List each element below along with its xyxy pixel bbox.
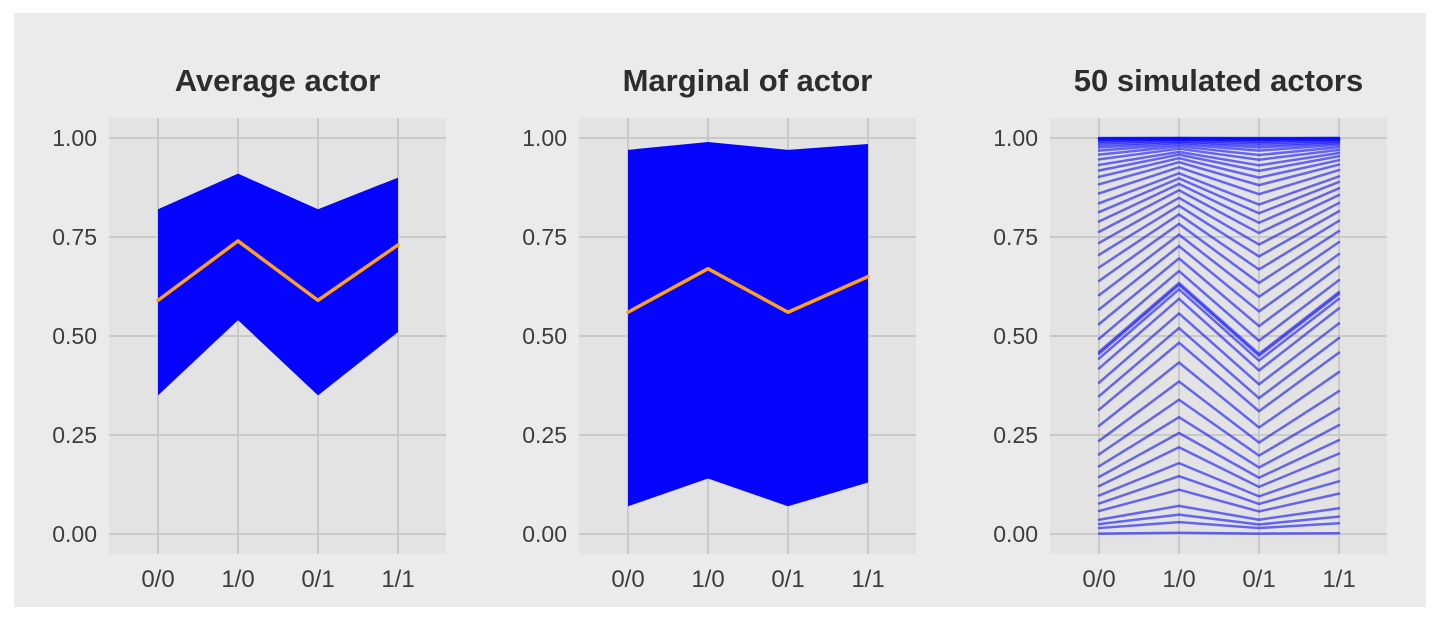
marginal-of-actor-plot: 1.00 0.75 0.50 0.25 0.00 0/0 1/0 0/1 1/1	[522, 118, 916, 593]
simulated-actor-line	[1097, 269, 1341, 343]
simulated-actor-line	[1097, 431, 1341, 480]
panel-marginal-of-actor: Marginal of actor 1.00 0.75 0.50 0.25 0.00 0/…	[495, 53, 945, 613]
average-actor-plot: 1.00 0.75 0.50 0.25 0.00 0/0 1/0 0/1 1/1	[52, 118, 446, 593]
x-tick-label: 1/0	[221, 566, 254, 593]
simulated-actor-line	[1097, 143, 1341, 152]
simulated-actor-line	[1097, 288, 1341, 362]
simulated-actor-line	[1097, 150, 1341, 167]
simulated-actor-line	[1097, 446, 1341, 489]
y-tick-label: 0.75	[52, 224, 97, 250]
figure-canvas: Average actor 1.00 0.75 0.50 0.25 0.00 0/0 1/0…	[14, 13, 1426, 607]
simulated-actor-line	[1097, 281, 1341, 356]
simulated-actor-line	[1097, 312, 1341, 386]
simulated-actor-line	[1097, 156, 1341, 179]
simulated-actor-line	[1097, 474, 1341, 506]
y-tick-label: 0.25	[993, 422, 1038, 448]
simulated-actor-line	[1097, 160, 1341, 187]
simulated-actor-line	[1097, 166, 1341, 196]
x-tick-label: 0/0	[141, 566, 174, 593]
y-tick-label: 0.75	[522, 224, 567, 250]
simulated-actor-line	[1097, 257, 1341, 328]
x-tick-label: 1/0	[691, 566, 724, 593]
simulated-actor-line	[1097, 283, 1341, 358]
simulated-actor-line	[1097, 504, 1341, 521]
simulated-actor-line	[1097, 380, 1341, 444]
simulated-actor-line	[1097, 398, 1341, 457]
simulated-actor-line	[1097, 361, 1341, 429]
credible-interval-band	[628, 141, 868, 507]
panel-simulated-actors: 50 simulated actors 1.00 0.75 0.50 0.25 0.00…	[966, 53, 1416, 613]
simulated-actor-line	[1097, 222, 1341, 285]
simulated-actor-line	[1097, 488, 1341, 513]
simulated-actor-line	[1097, 141, 1341, 149]
x-tick-label: 1/0	[1162, 566, 1195, 593]
x-tick-label: 1/1	[1322, 566, 1355, 593]
x-tick-label: 0/0	[1082, 566, 1115, 593]
y-tick-label: 0.75	[993, 224, 1038, 250]
simulated-actor-line	[1097, 204, 1341, 258]
posterior-mean-line	[156, 239, 400, 303]
simulated-actor-line	[1097, 189, 1341, 235]
simulated-actor-line	[1097, 182, 1341, 224]
simulated-actor-line	[1097, 140, 1341, 147]
y-tick-label: 1.00	[522, 125, 567, 151]
posterior-mean-line	[626, 266, 870, 314]
simulated-actor-line	[1097, 297, 1341, 372]
simulated-actor-line	[1097, 177, 1341, 215]
y-tick-label: 0.50	[993, 323, 1038, 349]
panel-title-average-actor: Average actor	[174, 63, 381, 98]
y-tick-label: 1.00	[993, 125, 1038, 151]
simulated-actor-line	[1097, 145, 1341, 157]
y-tick-label: 0.50	[522, 323, 567, 349]
x-tick-label: 0/1	[1242, 566, 1275, 593]
panel-title-simulated-actors: 50 simulated actors	[1073, 63, 1364, 98]
simulated-actor-line	[1097, 147, 1341, 162]
panel-average-actor: Average actor 1.00 0.75 0.50 0.25 0.00 0/0 1/0…	[25, 53, 475, 613]
simulated-actor-line	[1097, 326, 1341, 400]
y-tick-label: 0.25	[52, 422, 97, 448]
y-tick-label: 0.00	[522, 521, 567, 547]
simulated-actor-line	[1097, 531, 1341, 535]
simulated-actor-line	[1097, 233, 1341, 299]
simulated-actor-line	[1097, 513, 1341, 526]
simulated-actor-line	[1097, 415, 1341, 469]
simulated-actor-line	[1097, 341, 1341, 413]
panel-title-marginal-of-actor: Marginal of actor	[622, 63, 873, 98]
credible-interval-band	[158, 173, 398, 396]
y-tick-label: 0.25	[522, 422, 567, 448]
x-tick-label: 1/1	[381, 566, 414, 593]
simulated-actor-line	[1097, 171, 1341, 206]
simulated-actor-line	[1097, 153, 1341, 173]
x-tick-label: 0/1	[771, 566, 804, 593]
simulated-actors-plot: 1.00 0.75 0.50 0.25 0.00 0/0 1/0 0/1 1/1	[993, 118, 1387, 593]
x-tick-label: 0/0	[611, 566, 644, 593]
y-tick-label: 1.00	[52, 125, 97, 151]
simulated-actor-line	[1097, 244, 1341, 313]
x-tick-label: 0/1	[301, 566, 334, 593]
simulated-actor-line	[1097, 520, 1341, 530]
y-tick-label: 0.50	[52, 323, 97, 349]
y-tick-label: 0.00	[993, 521, 1038, 547]
x-tick-label: 1/1	[851, 566, 884, 593]
simulated-actor-line	[1097, 213, 1341, 271]
simulated-actor-line	[1097, 196, 1341, 246]
y-tick-label: 0.00	[52, 521, 97, 547]
simulated-actor-line	[1097, 461, 1341, 498]
